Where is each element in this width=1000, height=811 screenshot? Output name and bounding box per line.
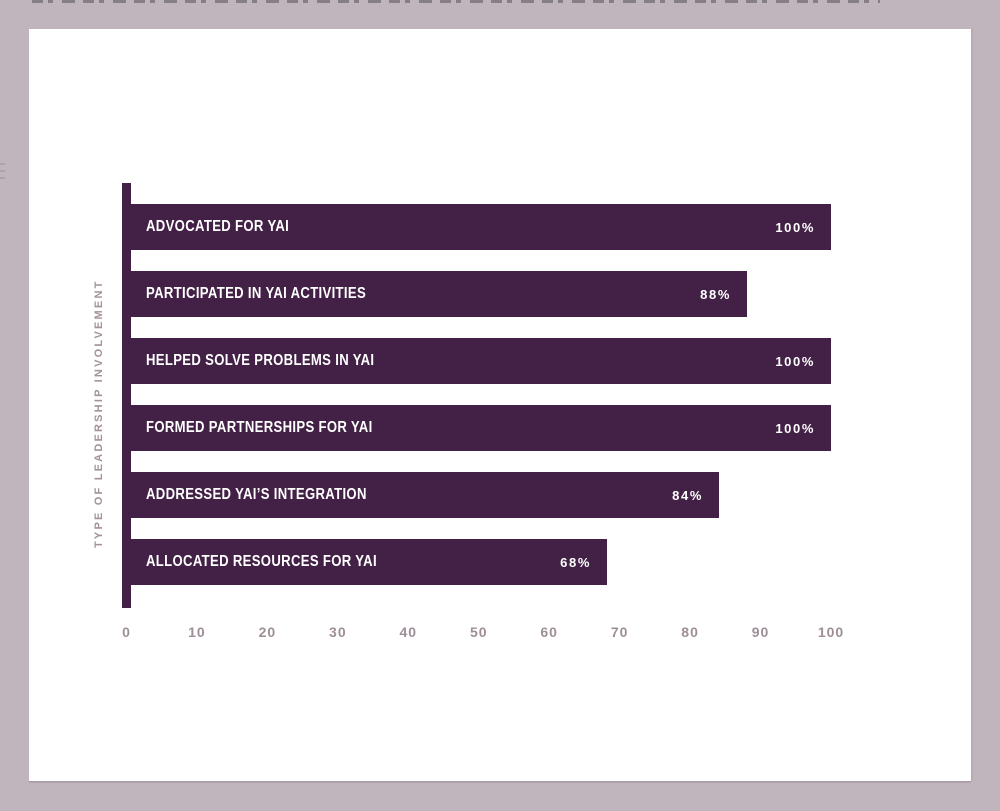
y-axis-line xyxy=(122,183,131,608)
bar-value-label: 68% xyxy=(560,554,591,570)
left-edge-remnant xyxy=(0,163,5,181)
bar-category-label: HELPED SOLVE PROBLEMS IN YAI xyxy=(146,352,375,369)
x-axis-tick: 50 xyxy=(469,624,488,640)
bar: ADDRESSED YAI’S INTEGRATION 84% xyxy=(131,472,719,518)
bar-value-label: 84% xyxy=(672,487,703,503)
x-axis-tick: 100 xyxy=(817,624,845,640)
bar-category-label: PARTICIPATED IN YAI ACTIVITIES xyxy=(146,285,367,302)
bar-row: FORMED PARTNERSHIPS FOR YAI 100% xyxy=(131,405,831,451)
bar-series: ADVOCATED FOR YAI 100% PARTICIPATED IN YAI… xyxy=(131,204,851,614)
x-axis-tick: 10 xyxy=(188,624,206,640)
bar: PARTICIPATED IN YAI ACTIVITIES 88% xyxy=(131,271,747,317)
bar-value-label: 100% xyxy=(775,219,815,235)
bar-value-label: 100% xyxy=(775,353,815,369)
x-axis-tick: 30 xyxy=(329,624,347,640)
x-axis-tick: 0 xyxy=(122,624,131,640)
x-axis-tick: 20 xyxy=(258,624,277,640)
bar-category-label: ADDRESSED YAI’S INTEGRATION xyxy=(146,486,367,503)
bar-category-label: ADVOCATED FOR YAI xyxy=(146,218,290,235)
bar-value-label: 88% xyxy=(700,286,731,302)
x-axis-tick: 40 xyxy=(399,624,418,640)
x-axis-tick-labels: 0 10 20 30 40 50 60 70 80 90 100 xyxy=(29,624,971,648)
x-axis-tick: 70 xyxy=(610,624,629,640)
bar: HELPED SOLVE PROBLEMS IN YAI 100% xyxy=(131,338,831,384)
bar-row: HELPED SOLVE PROBLEMS IN YAI 100% xyxy=(131,338,831,384)
bar-category-label: FORMED PARTNERSHIPS FOR YAI xyxy=(146,419,373,436)
bar-value-label: 100% xyxy=(775,420,815,436)
x-axis-tick: 90 xyxy=(751,624,770,640)
bar: ALLOCATED RESOURCES FOR YAI 68% xyxy=(131,539,607,585)
bar-row: ADVOCATED FOR YAI 100% xyxy=(131,204,831,250)
bar-row: PARTICIPATED IN YAI ACTIVITIES 88% xyxy=(131,271,747,317)
bar: ADVOCATED FOR YAI 100% xyxy=(131,204,831,250)
chart-panel: TYPE OF LEADERSHIP INVOLVEMENT ADVOCATED… xyxy=(29,29,971,781)
bar-row: ADDRESSED YAI’S INTEGRATION 84% xyxy=(131,472,719,518)
x-axis-tick: 60 xyxy=(540,624,558,640)
x-axis-tick: 80 xyxy=(681,624,699,640)
bar-row: ALLOCATED RESOURCES FOR YAI 68% xyxy=(131,539,607,585)
cropped-title-remnant xyxy=(32,0,880,3)
y-axis-label: TYPE OF LEADERSHIP INVOLVEMENT xyxy=(93,279,105,549)
bar: FORMED PARTNERSHIPS FOR YAI 100% xyxy=(131,405,831,451)
bar-category-label: ALLOCATED RESOURCES FOR YAI xyxy=(146,553,377,570)
